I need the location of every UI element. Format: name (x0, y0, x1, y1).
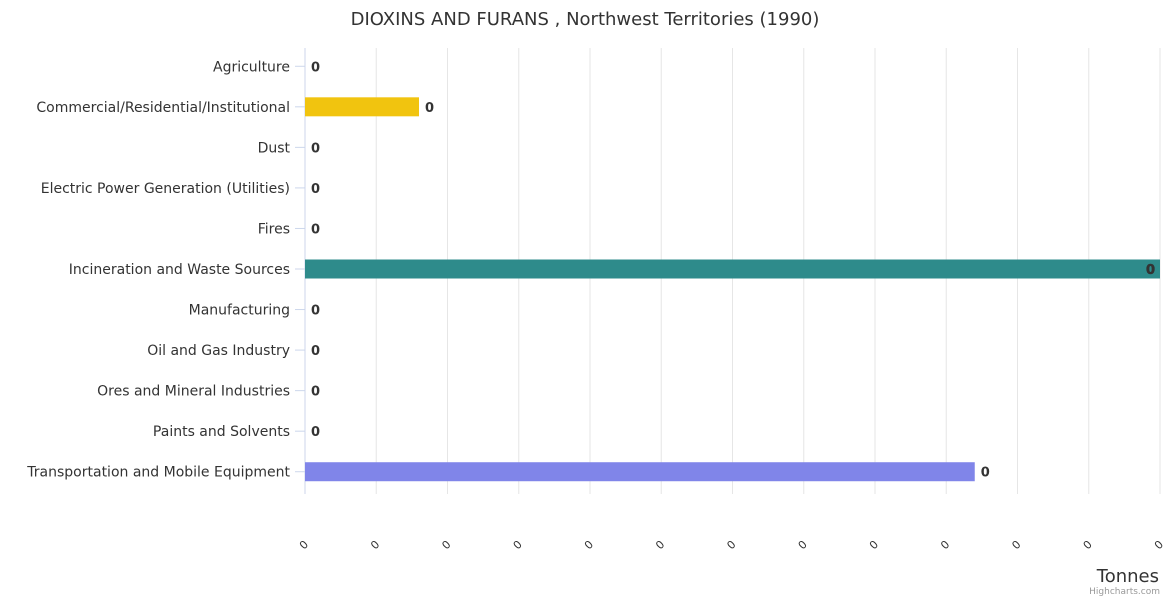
x-tick-label: 0 (1152, 538, 1166, 552)
category-label: Agriculture (213, 59, 290, 75)
data-label: 0 (311, 425, 320, 440)
x-axis-ticks: 0 0 0 0 0 0 0 0 0 0 0 0 0 (297, 538, 1166, 552)
category-label: Manufacturing (189, 303, 290, 319)
category-label: Transportation and Mobile Equipment (26, 465, 290, 481)
data-label: 0 (425, 101, 434, 116)
category-label: Oil and Gas Industry (147, 343, 290, 359)
bar[interactable] (305, 259, 1160, 279)
bar[interactable] (305, 462, 975, 482)
credits-link[interactable]: Highcharts.com (1089, 587, 1160, 597)
category-label: Incineration and Waste Sources (69, 262, 290, 278)
data-label: 0 (311, 141, 320, 156)
category-labels: Agriculture Commercial/Residential/Instit… (26, 59, 305, 481)
data-label: 0 (311, 182, 320, 197)
bars (305, 97, 1160, 482)
x-tick-label: 0 (511, 538, 525, 552)
category-label: Dust (258, 140, 291, 156)
data-label: 0 (311, 304, 320, 319)
data-label: 0 (311, 60, 320, 75)
category-label: Fires (258, 221, 290, 237)
chart-title: DIOXINS AND FURANS , Northwest Territori… (351, 9, 820, 30)
category-label: Ores and Mineral Industries (97, 384, 290, 400)
category-label: Commercial/Residential/Institutional (36, 100, 290, 116)
x-tick-label: 0 (439, 538, 453, 552)
bar[interactable] (305, 97, 419, 117)
x-tick-label: 0 (1081, 538, 1095, 552)
x-tick-label: 0 (582, 538, 596, 552)
data-labels: 0 0 0 0 0 0 0 0 0 0 0 (311, 60, 1155, 480)
data-label: 0 (1146, 263, 1155, 278)
category-label: Electric Power Generation (Utilities) (41, 181, 290, 197)
x-tick-label: 0 (938, 538, 952, 552)
x-tick-label: 0 (297, 538, 311, 552)
data-label: 0 (311, 222, 320, 237)
value-axis-title: Tonnes (1096, 566, 1159, 587)
x-tick-label: 0 (867, 538, 881, 552)
data-label: 0 (311, 344, 320, 359)
data-label: 0 (981, 466, 990, 481)
x-tick-label: 0 (653, 538, 667, 552)
x-tick-label: 0 (1009, 538, 1023, 552)
x-tick-label: 0 (796, 538, 810, 552)
x-tick-label: 0 (724, 538, 738, 552)
x-tick-label: 0 (368, 538, 382, 552)
category-label: Paints and Solvents (153, 424, 290, 440)
data-label: 0 (311, 385, 320, 400)
